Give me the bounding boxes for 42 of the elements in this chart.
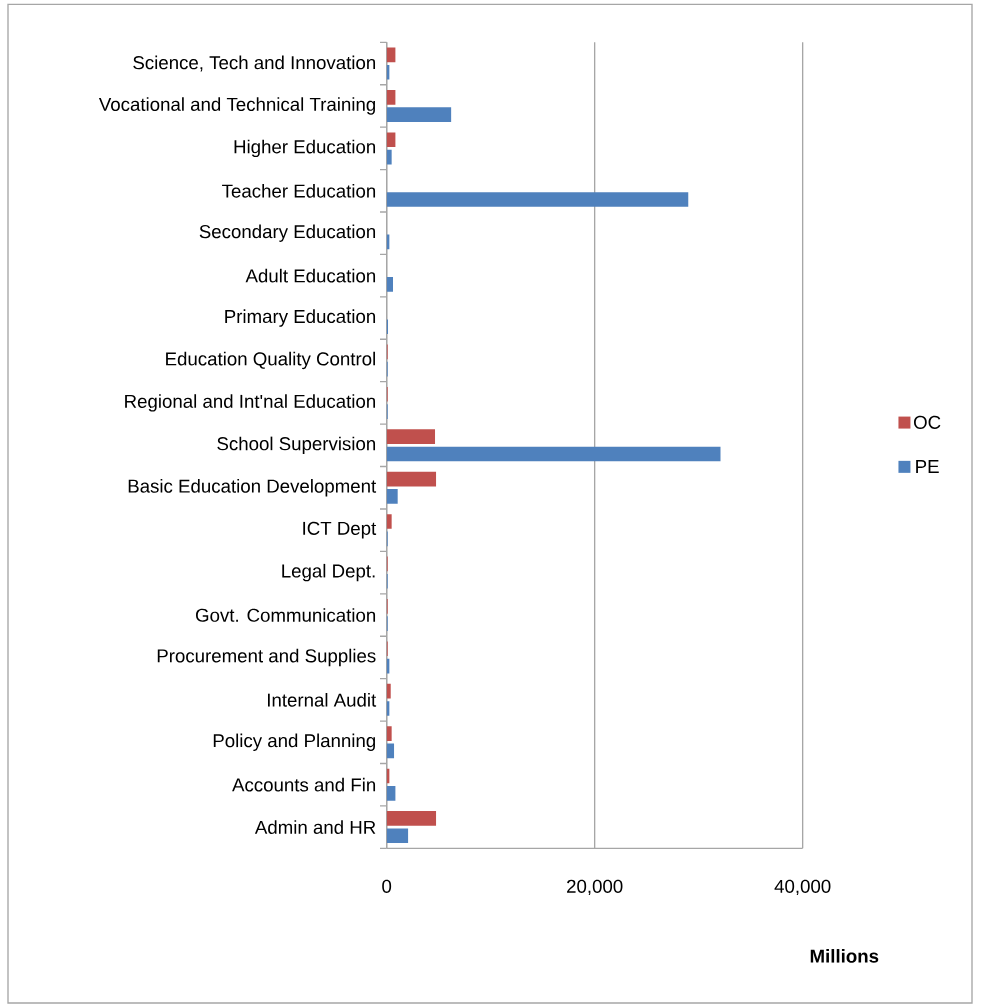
y-tick-label: Regional and Int'nal Education [125,394,375,412]
y-tick-label: Accounts and Fin [232,777,376,792]
bar [386,89,396,105]
y-tick-label: Basic Education Development [128,479,377,497]
y-tick-label: Teacher Education [222,183,376,198]
y-tick-label: Admin and HR [254,820,376,834]
bar [386,429,436,444]
x-tick-label: 0 [382,879,392,893]
bar [386,107,452,122]
y-tick-label: Adult Education [245,268,376,283]
bar [386,811,437,826]
y-tick-label: Policy and Planning [213,733,376,751]
y-tick-label: Internal Audit [267,693,377,707]
x-axis-title: Millions [810,949,879,963]
bar [386,489,398,504]
bar [386,471,437,487]
bar [386,276,393,292]
x-tick-label: 20,000 [567,879,623,896]
bar [386,683,391,699]
bar [386,828,409,844]
y-tick-label: Science, Tech and Innovation [133,55,376,72]
y-tick-label: School Supervision [217,436,376,455]
legend-label: OC [913,415,941,429]
y-tick-label: Education Quality Control [166,351,375,370]
bar [386,743,395,759]
bar [386,786,396,801]
x-tick-label: 40,000 [774,879,831,896]
y-tick-label: Secondary Education [199,224,376,242]
y-tick-label: Legal Dept. [282,563,375,582]
bar [386,726,392,741]
legend-label: PE [916,460,939,473]
y-tick-label: ICT Dept [303,521,377,539]
y-tick-label: Higher Education [234,139,376,158]
bar [386,192,689,207]
bar [386,514,392,529]
y-tick-label: Primary Education [225,309,376,327]
bar [386,149,392,165]
bar [386,446,721,462]
bar [386,132,396,148]
y-tick-label: Procurement and Supplies [157,648,376,667]
y-tick-label: Vocational and Technical Training [98,97,376,115]
y-tick-label: Govt. Communication [196,608,376,622]
